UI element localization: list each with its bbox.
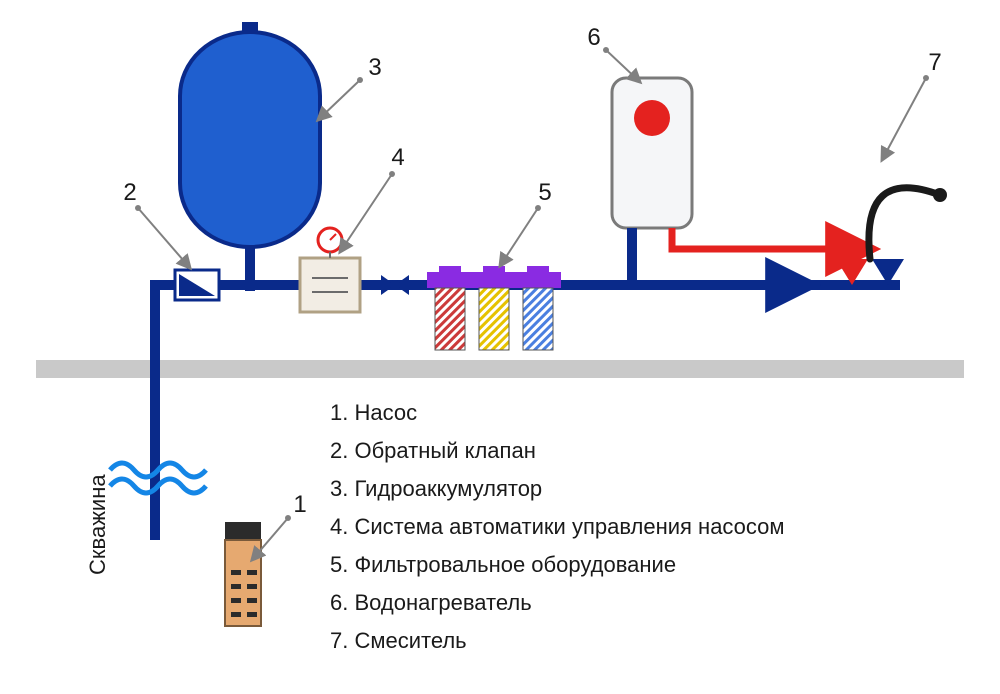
hot-water-pipe [672,228,870,249]
callout-number: 7 [928,49,941,76]
filter-manifold [427,272,561,288]
callout-number: 1 [293,491,306,518]
riser-pipe [150,285,160,540]
callout-leader [882,78,926,160]
ground-slab [36,360,964,378]
legend-item: 7. Смеситель [330,628,467,653]
callout-number: 3 [368,54,381,81]
legend-item: 2. Обратный клапан [330,438,536,463]
filter-cartridge [479,288,509,350]
callout-number: 5 [538,179,551,206]
legend-item: 3. Гидроаккумулятор [330,476,542,501]
heater-cold-inlet [627,228,637,285]
well-label: Скважина [85,474,110,575]
legend-item: 4. Система автоматики управления насосом [330,514,785,539]
automation-box [300,258,360,312]
pump-top [225,522,261,540]
filter-cartridge [523,288,553,350]
callout-leader [340,174,392,252]
faucet-spout [869,188,940,259]
callout-leader [318,80,360,120]
legend-item: 5. Фильтровальное оборудование [330,552,676,577]
legend-item: 6. Водонагреватель [330,590,532,615]
callout-number: 2 [123,179,136,206]
callout-leader [138,208,190,268]
legend-item: 1. Насос [330,400,417,425]
hydroaccumulator [180,32,320,247]
filter-cartridge [435,288,465,350]
callout-leader [500,208,538,266]
callout-number: 6 [587,24,600,51]
callout-number: 4 [391,144,404,171]
water-supply-diagram: Скважина 1 2 3 4 5 6 7 1. Насос 2. Обратный клапа… [0,0,1000,694]
